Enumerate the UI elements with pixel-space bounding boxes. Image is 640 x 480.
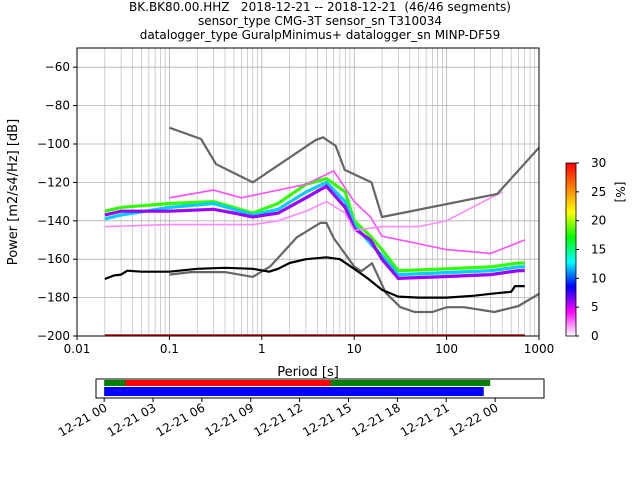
colorbar: 0 5 10 15 20 25 30 [%] [565,156,627,343]
colorbar-tick-label: 30 [591,156,606,170]
colorbar-gradient [565,162,577,337]
chart-title-line-2: sensor_type CMG-3T sensor_sn T310034 [197,14,443,28]
y-tick-label: −100 [37,137,70,151]
timeline-tick-label: 12-21 00 [56,400,110,439]
x-axis-label: Period [s] [277,365,339,380]
timeline-tick-label: 12-21 06 [154,400,208,439]
y-tick-label: −120 [37,175,70,189]
timeline-bar-blue-segments [104,387,484,396]
density-heatmap [104,169,525,336]
x-tick-label: 1 [258,342,266,356]
density-band-3 [169,169,525,255]
y-tick-label: −180 [37,291,70,305]
colorbar-tick-label: 0 [591,329,599,343]
y-tick-label: −200 [37,329,70,343]
y-tick-label: −140 [37,214,70,228]
timeline-tick-label: 12-21 21 [398,400,452,439]
y-axis-label: Power [m2/s4/Hz] [dB] [6,119,21,265]
y-tick-label: −60 [45,60,70,74]
colorbar-label: [%] [613,182,627,203]
timeline-tick-label: 12-22 00 [447,400,501,439]
density-band-1 [104,180,525,277]
timeline-tick-label: 12-21 03 [105,400,159,439]
density-band-2 [104,184,525,281]
timeline-tick-label: 12-21 15 [300,400,354,439]
x-tick-label: 100 [435,342,458,356]
colorbar-tick-label: 10 [591,271,606,285]
density-band-0 [104,176,525,273]
model-lines [104,126,539,314]
chart-title-line-1: BK.BK80.00.HHZ 2018-12-21 -- 2018-12-21 … [129,0,511,14]
y-tick-label: −160 [37,252,70,266]
x-tick-label: 1000 [524,342,555,356]
density-band-4 [104,191,503,232]
timeline-tick-label: 12-21 09 [203,400,257,439]
timeline-bar-red-segments [125,380,331,386]
timeline-tick-label: 12-21 12 [251,400,305,439]
x-tick-label: 0.01 [64,342,91,356]
axes: 0.01 0.1 1 10 100 1000 −200 −180 −160 −140 −120 −10… [37,60,554,356]
series-mode-line [104,256,525,299]
colorbar-tick-label: 25 [591,185,606,199]
colorbar-tick-label: 5 [591,300,599,314]
x-tick-label: 10 [347,342,362,356]
timeline-tick-label: 12-21 18 [349,400,403,439]
colorbar-tick-label: 20 [591,214,606,228]
series-NLNM [169,221,539,314]
plot-frame [76,47,540,337]
series-NHNM [169,126,539,219]
x-tick-label: 0.1 [160,342,179,356]
y-tick-label: −80 [45,99,70,113]
chart-title-line-3: datalogger_type GuralpMinimus+ datalogge… [139,28,501,42]
colorbar-tick-label: 15 [591,243,606,257]
